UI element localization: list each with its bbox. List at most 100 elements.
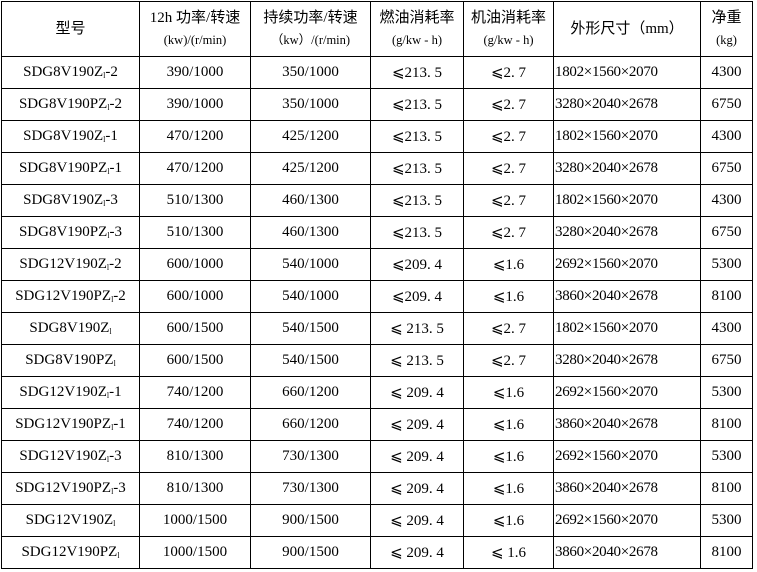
model-suffix: -2 xyxy=(105,64,118,80)
model-subscript: l xyxy=(111,487,114,496)
header-unit: （kw）/(r/min) xyxy=(270,33,351,47)
model-base: SDG12V190Z xyxy=(19,384,107,400)
cell-power12h: 740/1200 xyxy=(139,376,251,409)
cell-weight: 6750 xyxy=(700,152,753,185)
cell-model: SDG8V190PZl-2 xyxy=(1,88,140,121)
cell-cont: 730/1300 xyxy=(250,440,371,473)
model-base: SDG8V190PZ xyxy=(18,96,108,112)
cell-cont: 660/1200 xyxy=(250,408,371,441)
cell-oil: ⩽2. 7 xyxy=(463,312,554,345)
header-continuous-power: 持续功率/转速 （kw）/(r/min) xyxy=(250,1,371,57)
cell-weight: 8100 xyxy=(700,472,753,505)
cell-oil: ⩽2. 7 xyxy=(463,216,554,249)
cell-oil: ⩽2. 7 xyxy=(463,88,554,121)
model-suffix: -2 xyxy=(113,288,126,304)
cell-fuel: ⩽ 209. 4 xyxy=(370,472,464,505)
model-subscript: l xyxy=(107,231,110,240)
cell-oil: ⩽2. 7 xyxy=(463,56,554,89)
cell-dims: 3280×2040×2678 xyxy=(553,344,701,377)
cell-fuel: ⩽213. 5 xyxy=(370,88,464,121)
model-subscript: l xyxy=(106,455,110,464)
cell-weight: 4300 xyxy=(700,312,753,345)
cell-dims: 3280×2040×2678 xyxy=(553,88,701,121)
cell-fuel: ⩽ 209. 4 xyxy=(370,408,464,441)
table-row: SDG12V190Zl-2 600/1000 540/1000 ⩽209. 4 ⩽1.6… xyxy=(1,248,753,281)
cell-weight: 8100 xyxy=(700,536,753,569)
cell-cont: 900/1500 xyxy=(250,536,371,569)
header-model: 型号 xyxy=(1,1,140,57)
table-row: SDG8V190PZl-2 390/1000 350/1000 ⩽213. 5 ⩽2. … xyxy=(1,88,753,121)
cell-dims: 3280×2040×2678 xyxy=(553,216,701,249)
cell-model: SDG8V190PZl xyxy=(1,344,140,377)
model-suffix: -1 xyxy=(109,160,123,176)
cell-model: SDG12V190Zl-2 xyxy=(1,248,140,281)
cell-cont: 900/1500 xyxy=(250,504,371,537)
model-subscript: l xyxy=(113,519,116,528)
cell-model: SDG8V190PZl-3 xyxy=(1,216,140,249)
model-suffix: -2 xyxy=(109,96,123,112)
model-suffix: -3 xyxy=(109,448,122,464)
model-suffix: -1 xyxy=(109,384,122,400)
cell-cont: 460/1300 xyxy=(250,184,371,217)
cell-dims: 1802×1560×2070 xyxy=(553,184,701,217)
cell-weight: 5300 xyxy=(700,440,753,473)
header-label: 外形尺寸（mm） xyxy=(570,21,684,37)
table-row: SDG12V190PZl 1000/1500 900/1500 ⩽ 209. 4 ⩽ 1… xyxy=(1,536,753,569)
cell-fuel: ⩽213. 5 xyxy=(370,184,464,217)
cell-model: SDG8V190Zl-2 xyxy=(1,56,140,89)
cell-dims: 2692×1560×2070 xyxy=(553,248,701,281)
cell-weight: 4300 xyxy=(700,120,753,153)
cell-power12h: 740/1200 xyxy=(139,408,251,441)
cell-weight: 4300 xyxy=(700,184,753,217)
cell-fuel: ⩽209. 4 xyxy=(370,248,464,281)
cell-oil: ⩽1.6 xyxy=(463,472,554,505)
cell-power12h: 600/1000 xyxy=(139,248,251,281)
table-row: SDG12V190PZl-3 810/1300 730/1300 ⩽ 209. 4 ⩽1… xyxy=(1,472,753,505)
cell-model: SDG12V190PZl-3 xyxy=(1,472,140,505)
cell-fuel: ⩽ 209. 4 xyxy=(370,440,464,473)
cell-oil: ⩽2. 7 xyxy=(463,120,554,153)
table-row: SDG12V190Zl-1 740/1200 660/1200 ⩽ 209. 4 ⩽1.… xyxy=(1,376,753,409)
cell-dims: 3860×2040×2678 xyxy=(553,408,701,441)
cell-model: SDG8V190Zl xyxy=(1,312,140,345)
model-subscript: l xyxy=(103,71,106,80)
cell-power12h: 810/1300 xyxy=(139,472,251,505)
header-row: 型号 12h 功率/转速 (kw)/(r/min) 持续功率/转速 （kw）/(r/mi… xyxy=(1,1,753,57)
model-subscript: l xyxy=(109,327,112,336)
model-base: SDG12V190Z xyxy=(25,512,114,528)
cell-oil: ⩽1.6 xyxy=(463,248,554,281)
cell-power12h: 390/1000 xyxy=(139,56,251,89)
model-suffix: -1 xyxy=(113,416,126,432)
model-suffix: -1 xyxy=(105,128,118,144)
cell-weight: 6750 xyxy=(700,88,753,121)
cell-model: SDG8V190Zl-1 xyxy=(1,120,140,153)
cell-dims: 3860×2040×2678 xyxy=(553,472,701,505)
table-body: SDG8V190Zl-2 390/1000 350/1000 ⩽213. 5 ⩽2. 7… xyxy=(1,56,753,569)
model-suffix: -3 xyxy=(109,224,123,240)
model-subscript: l xyxy=(111,295,114,304)
header-label: 12h 功率/转速 xyxy=(149,10,241,26)
cell-fuel: ⩽213. 5 xyxy=(370,152,464,185)
table-row: SDG12V190Zl-3 810/1300 730/1300 ⩽ 209. 4 ⩽1.… xyxy=(1,440,753,473)
model-base: SDG8V190PZ xyxy=(18,224,108,240)
cell-model: SDG8V190Zl-3 xyxy=(1,184,140,217)
cell-model: SDG12V190PZl-1 xyxy=(1,408,140,441)
cell-weight: 5300 xyxy=(700,248,753,281)
model-base: SDG8V190PZ xyxy=(18,160,108,176)
header-dimensions: 外形尺寸（mm） xyxy=(553,1,701,57)
cell-fuel: ⩽ 209. 4 xyxy=(370,504,464,537)
model-subscript: l xyxy=(113,359,116,368)
cell-weight: 8100 xyxy=(700,280,753,313)
model-suffix: -3 xyxy=(105,192,118,208)
model-subscript: l xyxy=(117,551,120,560)
cell-weight: 4300 xyxy=(700,56,753,89)
model-base: SDG8V190Z xyxy=(29,320,110,336)
cell-oil: ⩽1.6 xyxy=(463,440,554,473)
cell-oil: ⩽2. 7 xyxy=(463,152,554,185)
cell-fuel: ⩽ 209. 4 xyxy=(370,376,464,409)
cell-cont: 350/1000 xyxy=(250,88,371,121)
cell-weight: 6750 xyxy=(700,344,753,377)
cell-cont: 540/1500 xyxy=(250,344,371,377)
cell-fuel: ⩽213. 5 xyxy=(370,216,464,249)
